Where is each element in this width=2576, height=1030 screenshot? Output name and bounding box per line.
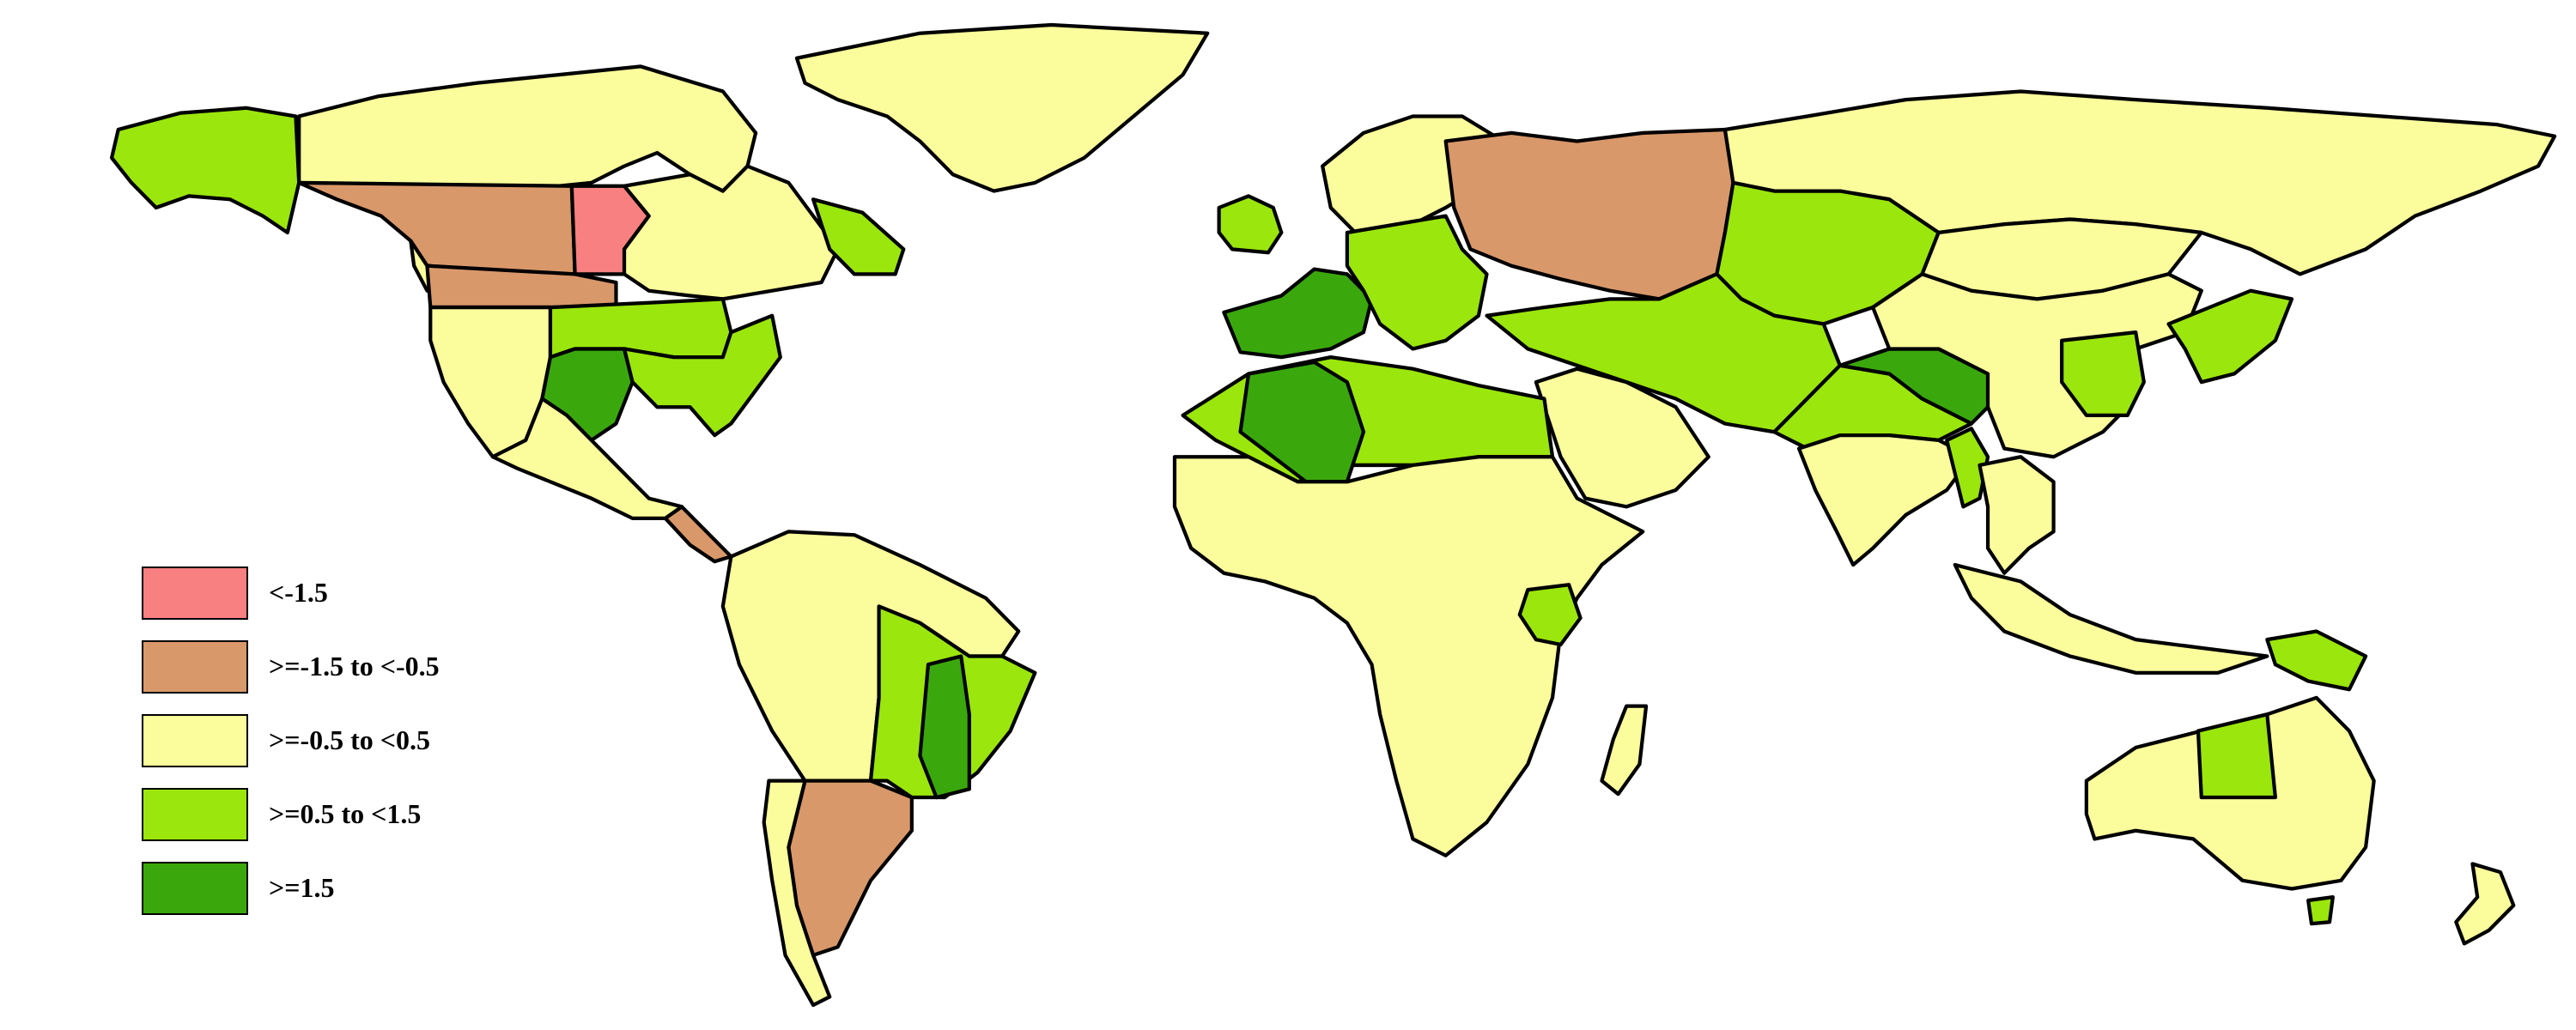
legend-swatch xyxy=(142,788,248,841)
region-papua xyxy=(2265,629,2368,692)
region-alaska xyxy=(109,106,301,235)
legend-label: >=1.5 xyxy=(269,872,335,903)
region-africa-rest xyxy=(1172,455,1645,857)
region-china-east xyxy=(2060,330,2146,417)
map-legend: <-1.5 >=-1.5 to <-0.5 >=-0.5 to <0.5 >=0… xyxy=(142,566,657,944)
region-myanmar xyxy=(1945,427,1990,509)
region-arabia xyxy=(1534,367,1710,509)
region-indonesia xyxy=(1953,562,2269,676)
region-russia-west xyxy=(1443,127,1735,301)
region-greenland xyxy=(794,22,1210,193)
region-japan-korea xyxy=(2166,288,2294,385)
region-new-zealand xyxy=(2454,862,2516,946)
legend-label: >=-1.5 to <-0.5 xyxy=(269,651,440,682)
legend-item: <-1.5 xyxy=(142,566,657,623)
legend-swatch xyxy=(142,566,248,620)
legend-item: >=0.5 to <1.5 xyxy=(142,788,657,845)
legend-swatch xyxy=(142,862,248,915)
region-australia-nt xyxy=(2196,712,2277,800)
region-mexico xyxy=(490,397,684,521)
region-usa-east xyxy=(622,313,782,438)
region-brazil-core xyxy=(918,654,971,800)
region-india xyxy=(1796,433,1974,567)
region-canada-north xyxy=(297,64,758,193)
region-madagascar xyxy=(1600,704,1649,797)
region-east-africa xyxy=(1517,583,1583,647)
region-canada-prairies xyxy=(297,180,577,276)
legend-swatch xyxy=(142,714,248,767)
legend-item: >=1.5 xyxy=(142,862,657,918)
region-labrador xyxy=(811,197,906,276)
legend-label: >=0.5 to <1.5 xyxy=(269,798,422,829)
region-argentina xyxy=(787,779,914,958)
legend-label: >=-0.5 to <0.5 xyxy=(269,724,431,755)
legend-item: >=-0.5 to <0.5 xyxy=(142,714,657,771)
region-canada-east xyxy=(622,164,840,301)
region-central-america xyxy=(663,505,733,564)
region-central-europe xyxy=(1345,214,1489,351)
region-southeast-asia xyxy=(1978,455,2056,575)
region-tasmania xyxy=(2306,895,2335,926)
legend-item: >=-1.5 to <-0.5 xyxy=(142,640,657,697)
legend-label: <-1.5 xyxy=(269,577,328,608)
legend-swatch xyxy=(142,640,248,694)
region-iberia-france xyxy=(1222,267,1374,360)
region-chile-south xyxy=(762,779,832,1008)
region-uk-ireland xyxy=(1217,194,1284,255)
